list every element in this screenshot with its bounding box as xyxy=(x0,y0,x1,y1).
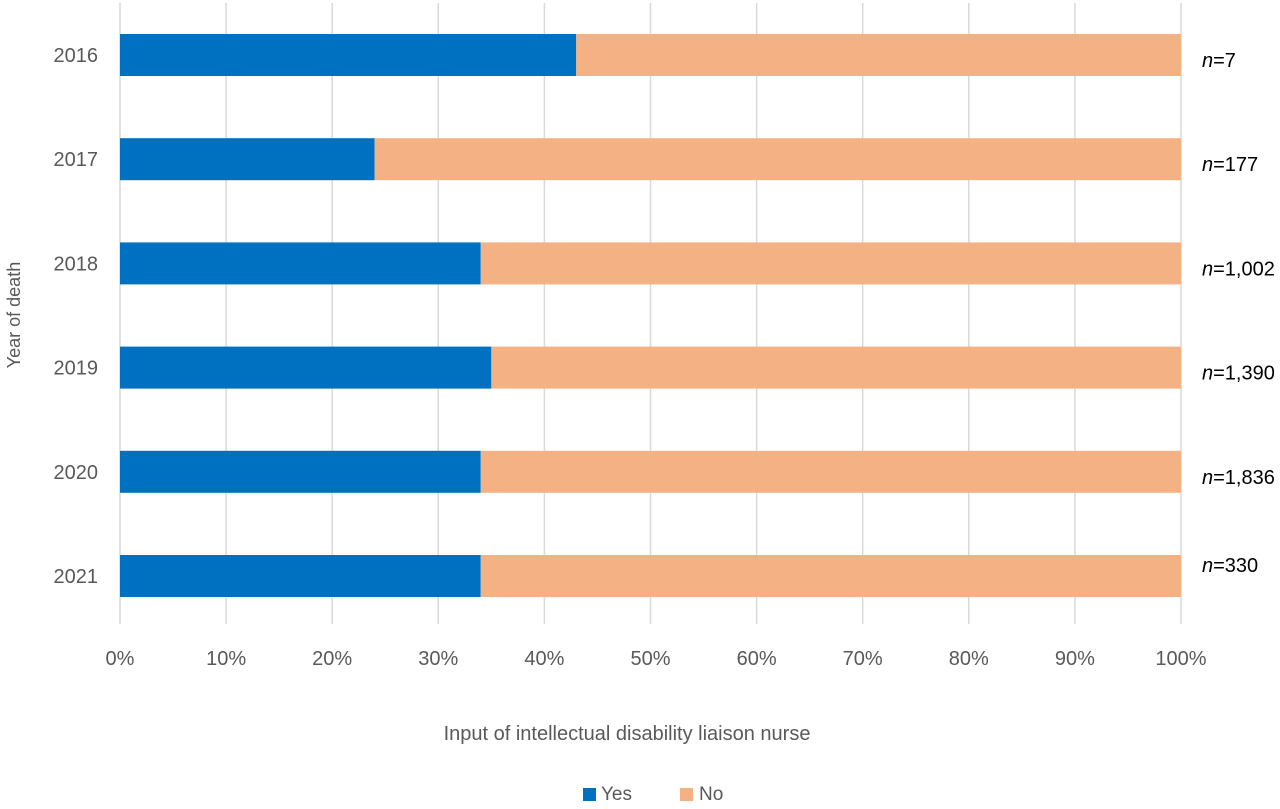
legend-swatch-yes xyxy=(583,788,596,801)
legend-label-no: No xyxy=(699,784,723,805)
n-label: n=7 xyxy=(1202,50,1236,72)
bars xyxy=(120,34,1182,597)
bar-yes-2020 xyxy=(120,450,481,493)
bar-no-2017 xyxy=(374,138,1181,181)
bar-yes-2016 xyxy=(120,34,577,76)
legend-swatch-no xyxy=(680,788,693,801)
x-tick-label: 10% xyxy=(206,648,246,670)
y-tick-label: 2017 xyxy=(54,149,99,171)
n-label: n=177 xyxy=(1202,154,1258,176)
legend: Yes No xyxy=(583,784,723,805)
y-tick-label: 2019 xyxy=(54,358,99,380)
bar-yes-2017 xyxy=(120,138,375,181)
x-tick-label: 80% xyxy=(949,648,989,670)
bar-no-2019 xyxy=(491,346,1182,389)
bar-yes-2021 xyxy=(120,555,481,597)
y-axis-title: Year of death xyxy=(4,262,24,368)
x-tick-label: 0% xyxy=(106,648,135,670)
bar-no-2018 xyxy=(480,242,1181,285)
y-tick-label: 2016 xyxy=(54,45,99,67)
n-labels: n=7 n=177 n=1,002 n=1,390 n=1,836 n=330 xyxy=(1202,50,1275,577)
x-tick-label: 20% xyxy=(312,648,352,670)
x-tick-label: 100% xyxy=(1155,648,1206,670)
bar-no-2020 xyxy=(480,450,1181,493)
bar-yes-2018 xyxy=(120,242,481,285)
x-tick-labels: 0% 10% 20% 30% 40% 50% 60% 70% 80% 90% 100% xyxy=(106,648,1207,670)
x-tick-label: 70% xyxy=(843,648,883,670)
y-tick-label: 2020 xyxy=(54,462,99,484)
n-label: n=1,002 xyxy=(1202,258,1275,280)
x-tick-label: 40% xyxy=(524,648,564,670)
y-tick-label: 2018 xyxy=(54,253,99,275)
bar-no-2021 xyxy=(480,555,1181,597)
x-axis-title: Input of intellectual disability liaison… xyxy=(444,723,811,745)
x-tick-label: 60% xyxy=(737,648,777,670)
bar-yes-2019 xyxy=(120,346,492,389)
x-tick-label: 90% xyxy=(1055,648,1095,670)
bar-no-2016 xyxy=(576,34,1181,76)
gridlines xyxy=(119,3,1182,624)
x-tick-label: 50% xyxy=(630,648,670,670)
n-label: n=330 xyxy=(1202,555,1258,577)
y-tick-label: 2021 xyxy=(54,566,99,588)
n-label: n=1,836 xyxy=(1202,467,1275,489)
y-tick-labels: 2016 2017 2018 2019 2020 2021 xyxy=(54,45,99,588)
legend-label-yes: Yes xyxy=(601,784,632,805)
n-label: n=1,390 xyxy=(1202,363,1275,385)
x-tick-label: 30% xyxy=(418,648,458,670)
